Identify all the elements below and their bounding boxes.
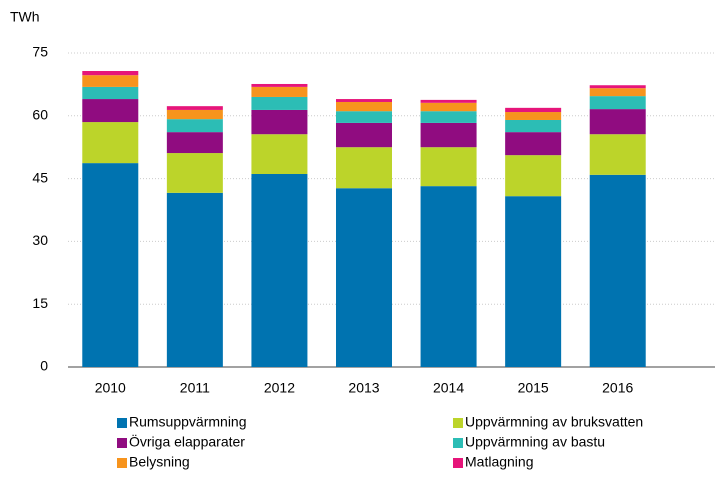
legend-swatch [453, 438, 463, 448]
bar-segment [82, 99, 139, 123]
bar-segment [420, 186, 477, 367]
bar-segment [505, 112, 562, 120]
bar-segment [505, 107, 562, 113]
bar-segment [82, 163, 139, 367]
x-tick-label: 2013 [348, 380, 379, 396]
legend-swatch [453, 418, 463, 428]
bar-segment [251, 134, 308, 174]
bar-segment [251, 96, 308, 110]
y-tick-label: 60 [32, 107, 48, 123]
bar-segment [505, 132, 562, 156]
x-tick-label: 2011 [180, 380, 210, 396]
x-tick-label: 2010 [95, 380, 126, 396]
y-tick-label: 0 [40, 358, 48, 374]
x-tick-label: 2016 [602, 380, 633, 396]
legend-label: Övriga elapparater [129, 433, 245, 450]
bar-segment [589, 85, 646, 89]
bar-segment [336, 99, 392, 102]
x-tick-label: 2015 [518, 380, 549, 396]
legend-label: Belysning [129, 454, 190, 470]
bar-segment [166, 106, 223, 110]
bar-segment [589, 174, 646, 367]
y-axis-label: TWh [10, 9, 40, 25]
bar-segment [505, 196, 562, 367]
x-tick-label: 2012 [264, 380, 295, 396]
bar-segment [82, 75, 139, 87]
y-tick-label: 30 [32, 232, 48, 248]
bar-segment [505, 155, 562, 197]
bar-segment [420, 102, 477, 112]
y-tick-label: 15 [32, 295, 48, 311]
bar-segment [589, 88, 646, 97]
bar-segment [336, 147, 392, 189]
bar-segment [589, 134, 646, 175]
bar-segment [251, 86, 308, 97]
bar-segment [251, 109, 308, 135]
bar-segment [336, 101, 392, 112]
legend-label: Rumsuppvärmning [129, 414, 247, 430]
bar-segment [82, 86, 139, 100]
bar-segment [420, 122, 477, 148]
bar-segment [166, 153, 223, 193]
legend-swatch [117, 438, 127, 448]
bar-segment [420, 147, 477, 187]
x-tick-label: 2014 [433, 380, 464, 396]
bar-segment [336, 111, 392, 123]
bar-segment [82, 71, 139, 76]
bar-segment [336, 188, 392, 367]
legend-swatch [453, 458, 463, 468]
bar-segment [166, 119, 223, 133]
bar-segment [420, 111, 477, 123]
legend-label: Uppvärmning av bastu [465, 434, 605, 450]
bar-segment [251, 173, 308, 367]
bar-segment [166, 109, 223, 120]
bar-segment [82, 122, 139, 164]
bar-segment [166, 132, 223, 154]
y-tick-label: 75 [32, 44, 48, 60]
legend-label: Matlagning [465, 454, 534, 470]
bar-segment [505, 119, 562, 133]
legend-swatch [117, 458, 127, 468]
bar-segment [166, 192, 223, 367]
bar-segment [251, 83, 308, 87]
y-tick-label: 45 [32, 169, 48, 185]
bar-segment [589, 109, 646, 135]
bar-segment [420, 99, 477, 103]
legend-swatch [117, 418, 127, 428]
legend-label: Uppvärmning av bruksvatten [465, 414, 643, 430]
bar-segment [589, 96, 646, 110]
bar-segment [336, 122, 392, 148]
